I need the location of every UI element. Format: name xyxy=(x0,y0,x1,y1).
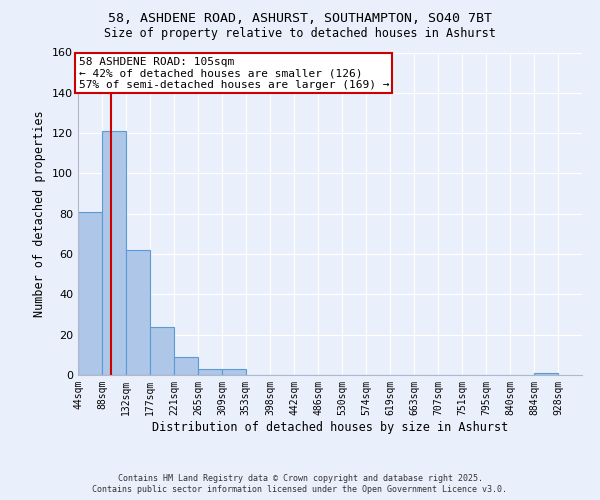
Bar xyxy=(102,131,126,375)
Bar xyxy=(150,326,174,375)
Bar xyxy=(534,373,558,375)
Text: Size of property relative to detached houses in Ashurst: Size of property relative to detached ho… xyxy=(104,28,496,40)
Text: 58 ASHDENE ROAD: 105sqm
← 42% of detached houses are smaller (126)
57% of semi-d: 58 ASHDENE ROAD: 105sqm ← 42% of detache… xyxy=(79,56,389,90)
Bar xyxy=(198,369,222,375)
Bar xyxy=(78,212,102,375)
Bar xyxy=(222,369,246,375)
Bar xyxy=(174,357,198,375)
Text: 58, ASHDENE ROAD, ASHURST, SOUTHAMPTON, SO40 7BT: 58, ASHDENE ROAD, ASHURST, SOUTHAMPTON, … xyxy=(108,12,492,26)
Y-axis label: Number of detached properties: Number of detached properties xyxy=(34,110,46,317)
Text: Contains HM Land Registry data © Crown copyright and database right 2025.
Contai: Contains HM Land Registry data © Crown c… xyxy=(92,474,508,494)
X-axis label: Distribution of detached houses by size in Ashurst: Distribution of detached houses by size … xyxy=(152,420,508,434)
Bar xyxy=(126,250,150,375)
